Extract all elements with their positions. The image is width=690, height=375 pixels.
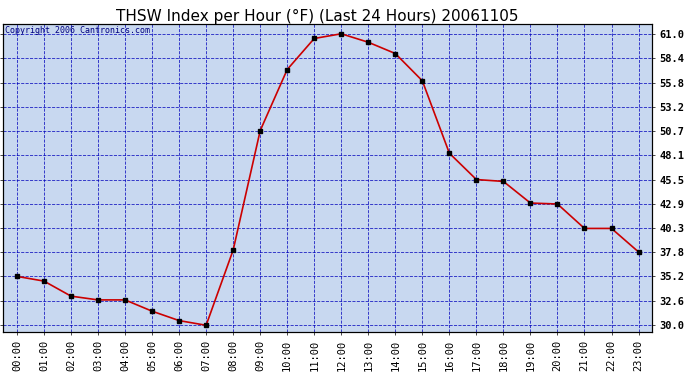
Text: THSW Index per Hour (°F) (Last 24 Hours) 20061105: THSW Index per Hour (°F) (Last 24 Hours)… [116, 9, 519, 24]
Text: Copyright 2006 Cantronics.com: Copyright 2006 Cantronics.com [5, 26, 150, 35]
